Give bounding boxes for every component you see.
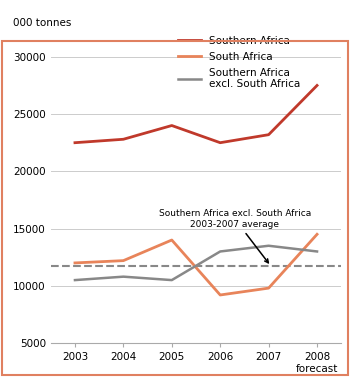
Text: Figure 10.: Figure 10. xyxy=(9,13,80,26)
Text: 000 tonnes: 000 tonnes xyxy=(13,18,71,28)
Text: Southern Africa excl. South Africa
2003-2007 average: Southern Africa excl. South Africa 2003-… xyxy=(159,209,311,263)
Text: Southern Africa - cereal production: Southern Africa - cereal production xyxy=(65,13,292,26)
Legend: Southern Africa, South Africa, Southern Africa
excl. South Africa: Southern Africa, South Africa, Southern … xyxy=(178,36,300,89)
